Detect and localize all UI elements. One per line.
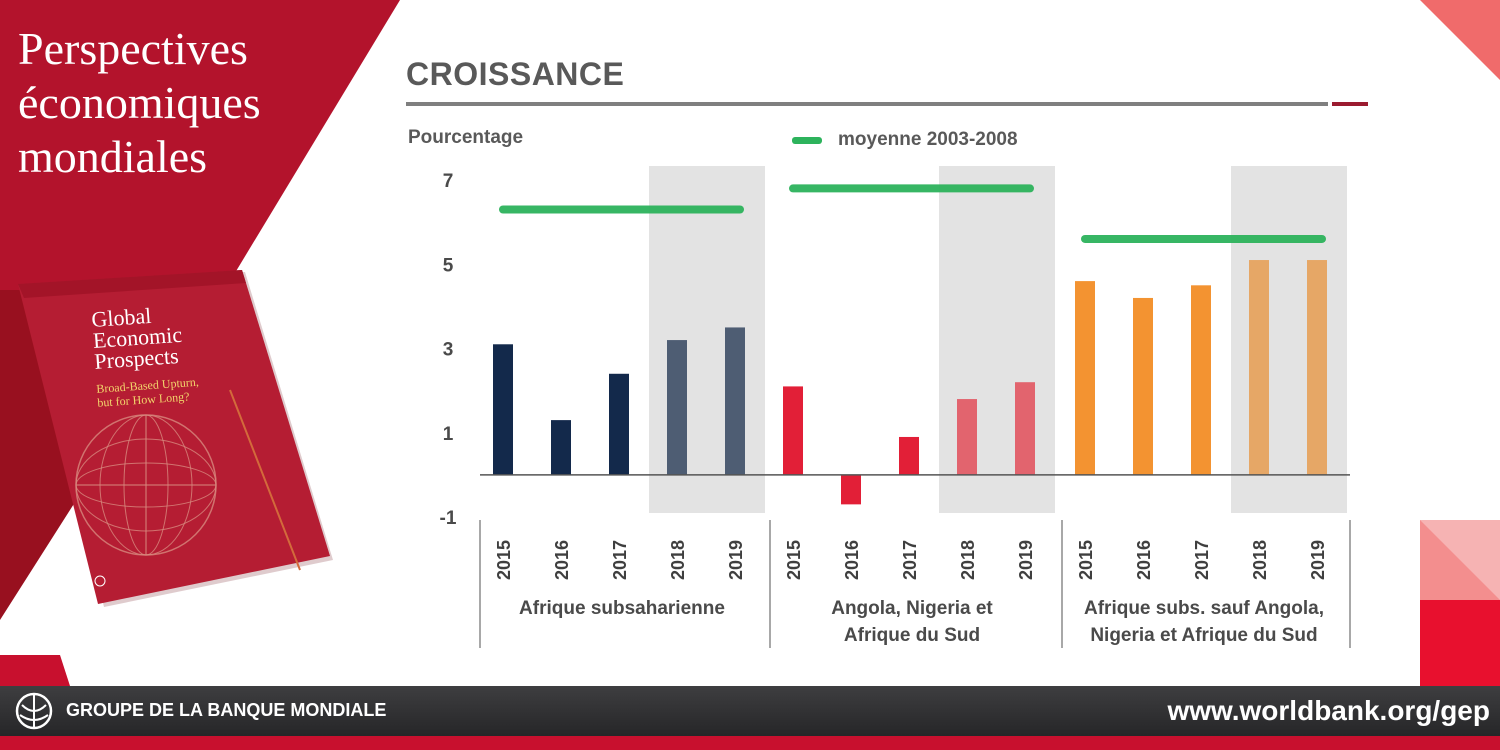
x-tick-label: 2019 xyxy=(726,540,746,580)
cover-title-line: Economic xyxy=(92,322,183,353)
x-tick-label: 2017 xyxy=(610,540,630,580)
title-rule xyxy=(406,102,1328,106)
group-label: Afrique subs. sauf Angola, xyxy=(1084,598,1324,619)
x-tick-label: 2017 xyxy=(900,540,920,580)
x-tick-label: 2015 xyxy=(494,540,514,580)
brand-title-line: Perspectives xyxy=(18,23,248,74)
group-label: Afrique subsaharienne xyxy=(519,598,725,619)
bar xyxy=(841,474,861,505)
bottom-left-accent xyxy=(0,655,70,686)
cover-title-line: Prospects xyxy=(94,343,180,374)
cover-page xyxy=(18,270,330,604)
bar xyxy=(957,399,977,475)
top-right-accent xyxy=(1420,0,1500,80)
report-cover: Global Economic Prospects Broad-Based Up… xyxy=(18,270,333,607)
legend-label-average: moyenne 2003-2008 xyxy=(838,129,1018,150)
y-tick-label: 7 xyxy=(443,171,454,192)
bar xyxy=(1307,260,1327,475)
y-tick-label: 1 xyxy=(443,424,454,445)
x-tick-label: 2018 xyxy=(958,540,978,580)
bar xyxy=(493,344,513,475)
title-rule-accent xyxy=(1332,102,1368,106)
bar xyxy=(609,373,629,475)
forecast-shade xyxy=(1231,166,1347,513)
bar xyxy=(1191,285,1211,475)
group-label: Angola, Nigeria et xyxy=(831,598,993,619)
bar xyxy=(1133,297,1153,475)
footer-org-name: GROUPE DE LA BANQUE MONDIALE xyxy=(66,700,387,720)
bar xyxy=(725,327,745,475)
x-tick-label: 2017 xyxy=(1192,540,1212,580)
right-red-block xyxy=(1420,600,1500,686)
forecast-shade xyxy=(649,166,765,513)
x-tick-label: 2018 xyxy=(1250,540,1270,580)
globe-graphic xyxy=(75,414,217,556)
x-tick-label: 2015 xyxy=(1076,540,1096,580)
bar xyxy=(667,340,687,475)
world-bank-logo-icon xyxy=(15,692,53,730)
x-tick-label: 2019 xyxy=(1016,540,1036,580)
x-tick-label: 2016 xyxy=(1134,540,1154,580)
y-tick-label: -1 xyxy=(440,508,457,529)
x-tick-label: 2015 xyxy=(784,540,804,580)
legend-swatch-average xyxy=(792,136,822,144)
group-label: Nigeria et Afrique du Sud xyxy=(1090,625,1317,646)
cover-subtitle-line: but for How Long? xyxy=(97,389,190,409)
bar xyxy=(1015,382,1035,475)
footer-url-link[interactable]: www.worldbank.org/gep xyxy=(1167,695,1490,726)
x-tick-label: 2016 xyxy=(842,540,862,580)
bar xyxy=(899,436,919,475)
bar xyxy=(783,386,803,475)
cover-wb-logo-icon xyxy=(94,575,106,587)
forecast-shade xyxy=(939,166,1055,513)
footer-bar: GROUPE DE LA BANQUE MONDIALE www.worldba… xyxy=(0,686,1500,736)
group-label: Afrique du Sud xyxy=(844,625,980,646)
bar xyxy=(1075,281,1095,475)
x-tick-label: 2016 xyxy=(552,540,572,580)
bar xyxy=(551,420,571,475)
x-tick-label: 2019 xyxy=(1308,540,1328,580)
brand-title: Perspectives économiques mondiales xyxy=(18,22,378,184)
chart-title: CROISSANCE xyxy=(406,56,625,92)
bar xyxy=(1249,260,1269,475)
y-tick-label: 5 xyxy=(443,255,454,276)
cover-title-line: Global xyxy=(91,303,152,332)
brand-title-line: économiques xyxy=(18,77,261,128)
bottom-red-strip xyxy=(0,736,1500,750)
x-tick-label: 2018 xyxy=(668,540,688,580)
legend: moyenne 2003-2008 xyxy=(792,128,1018,152)
brand-title-line: mondiales xyxy=(18,131,208,182)
y-tick-label: 3 xyxy=(443,340,454,361)
y-axis-label: Pourcentage xyxy=(408,127,524,148)
right-pink-triangle xyxy=(1420,520,1500,600)
